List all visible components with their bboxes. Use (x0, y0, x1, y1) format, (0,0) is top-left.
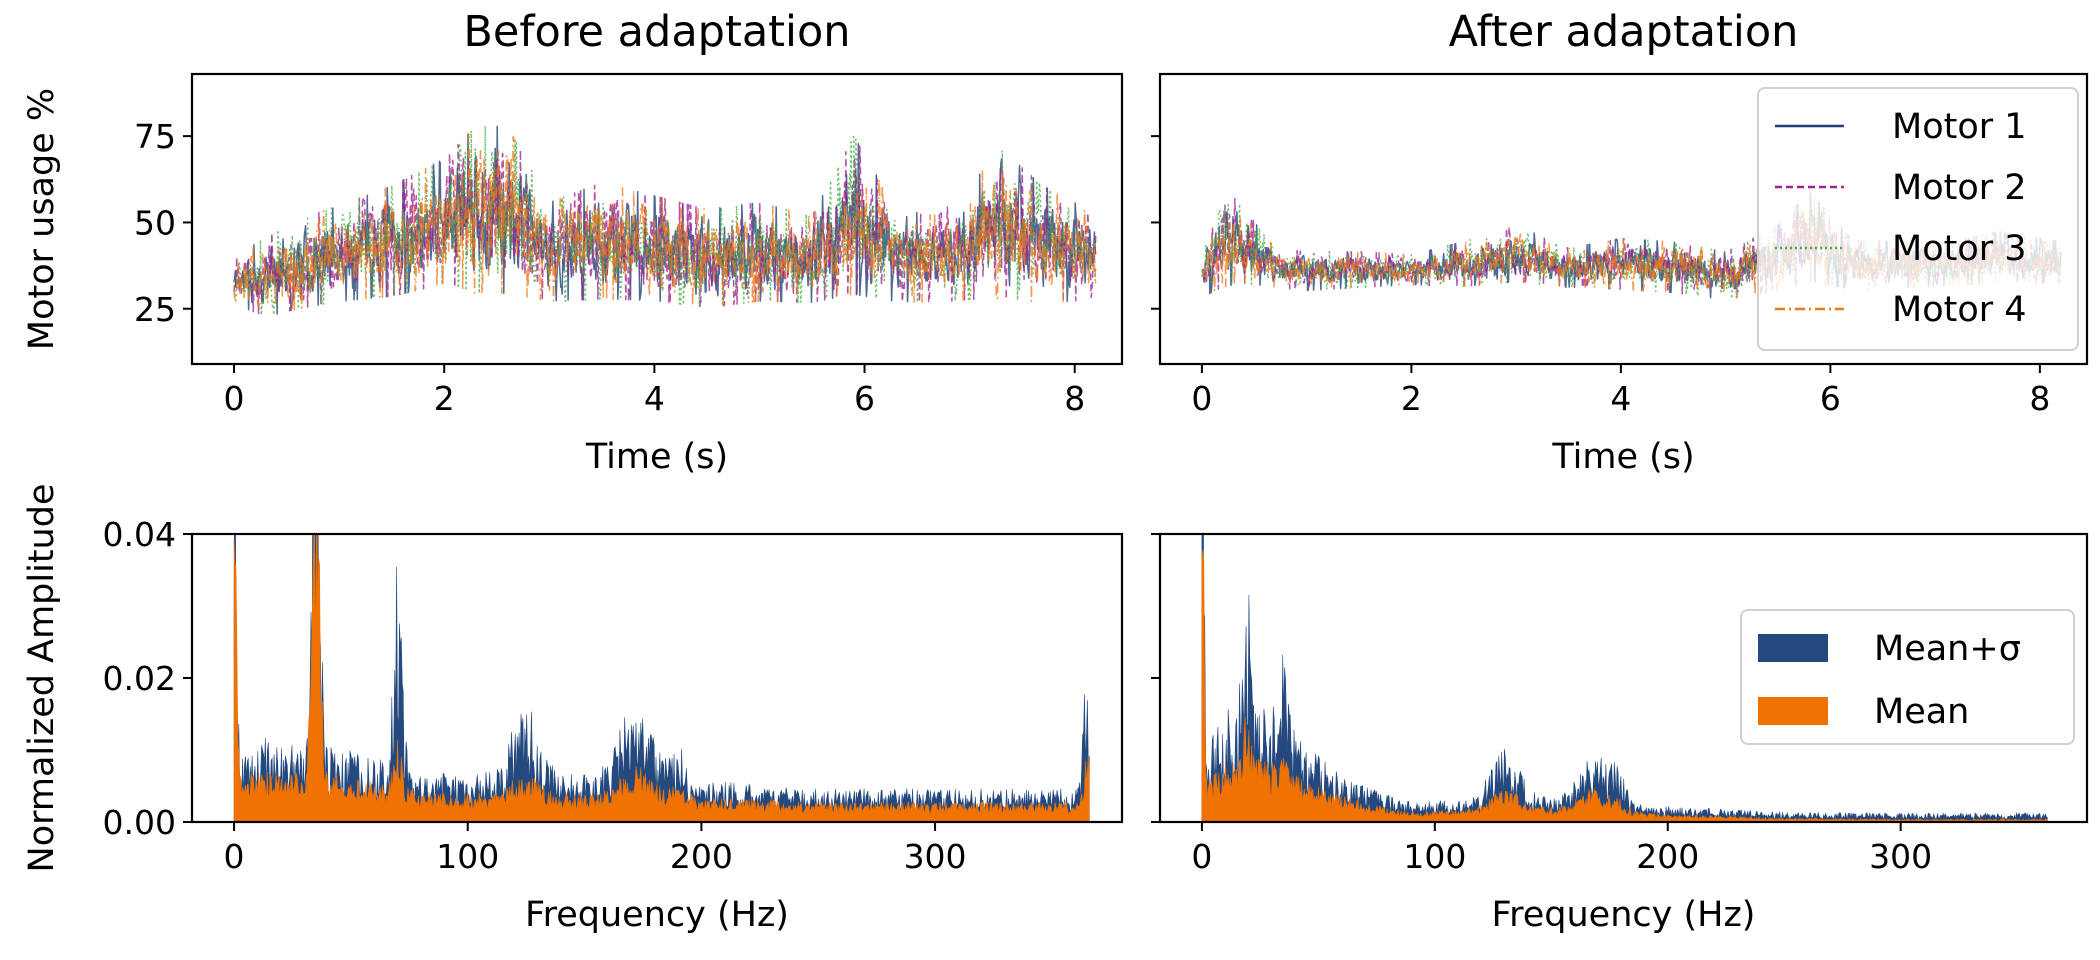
series-line-motor-4 (233, 132, 1097, 311)
x-tick-label: 4 (1610, 379, 1631, 418)
y-tick-label: 0.04 (103, 515, 176, 554)
y-axis-label: Motor usage % (22, 88, 62, 350)
x-tick-label: 4 (644, 379, 665, 418)
legend-label-motor-4: Motor 4 (1892, 290, 2027, 330)
x-tick-label: 200 (1636, 837, 1699, 876)
y-tick-label: 0.02 (103, 659, 176, 698)
legend-swatch-mean-plus-sigma (1758, 634, 1828, 662)
x-tick-label: 0 (1191, 379, 1212, 418)
x-tick-label: 8 (2029, 379, 2050, 418)
x-tick-label: 0 (224, 379, 245, 418)
legend-label-motor-2: Motor 2 (1892, 168, 2027, 208)
x-tick-label: 2 (434, 379, 455, 418)
y-tick-label: 25 (134, 290, 176, 329)
chart-title: After adaptation (1449, 7, 1799, 57)
x-axis-label: Frequency (Hz) (525, 895, 789, 935)
x-tick-label: 0 (1191, 837, 1212, 876)
x-tick-label: 2 (1401, 379, 1422, 418)
legend-label-mean-plus-sigma: Mean+σ (1874, 629, 2021, 669)
legend: Mean+σ Mean (1740, 609, 2075, 745)
y-tick-label: 0.00 (103, 803, 176, 842)
legend-label-mean: Mean (1874, 692, 1969, 732)
x-tick-label: 200 (670, 837, 733, 876)
axes-freq_after: 0 100 200 300 Frequency (Hz) (1151, 532, 2089, 935)
y-axis-label: Normalized Amplitude (22, 484, 62, 873)
legend-box (1757, 87, 2079, 351)
legend-label-motor-1: Motor 1 (1892, 107, 2027, 147)
x-axis-label: Time (s) (1551, 437, 1694, 477)
x-tick-label: 8 (1064, 379, 1085, 418)
legend-swatch-mean (1758, 697, 1828, 725)
x-axis-label: Time (s) (585, 437, 728, 477)
axes-freq_before: 0 100 200 300 0.00 0.02 0.04 Frequency (Hz) Norm… (22, 484, 1124, 935)
axes-time_after: 0 2 4 6 8 Time (s) After adaptation (1151, 7, 2089, 477)
area-mean (233, 534, 1090, 822)
axes-time_before: 0 2 4 6 8 25 50 75 Time (s) Motor usage % Before a… (22, 7, 1124, 477)
y-tick-label: 75 (134, 117, 176, 156)
x-tick-label: 300 (1869, 837, 1932, 876)
x-tick-label: 6 (1820, 379, 1841, 418)
legend-label-motor-3: Motor 3 (1892, 229, 2027, 269)
chart-title: Before adaptation (463, 7, 850, 57)
plot-frame (1158, 72, 2089, 366)
x-tick-label: 100 (436, 837, 499, 876)
series-group-time_before (233, 125, 1097, 316)
x-tick-label: 100 (1403, 837, 1466, 876)
x-tick-label: 6 (854, 379, 875, 418)
area-mean (1201, 549, 2048, 822)
legend: Motor 1 Motor 2 Motor 3 Motor 4 (1757, 87, 2079, 351)
x-tick-label: 300 (904, 837, 967, 876)
x-tick-label: 0 (224, 837, 245, 876)
y-tick-label: 50 (134, 203, 176, 242)
x-axis-label: Frequency (Hz) (1492, 895, 1756, 935)
plot-frame (190, 72, 1124, 366)
